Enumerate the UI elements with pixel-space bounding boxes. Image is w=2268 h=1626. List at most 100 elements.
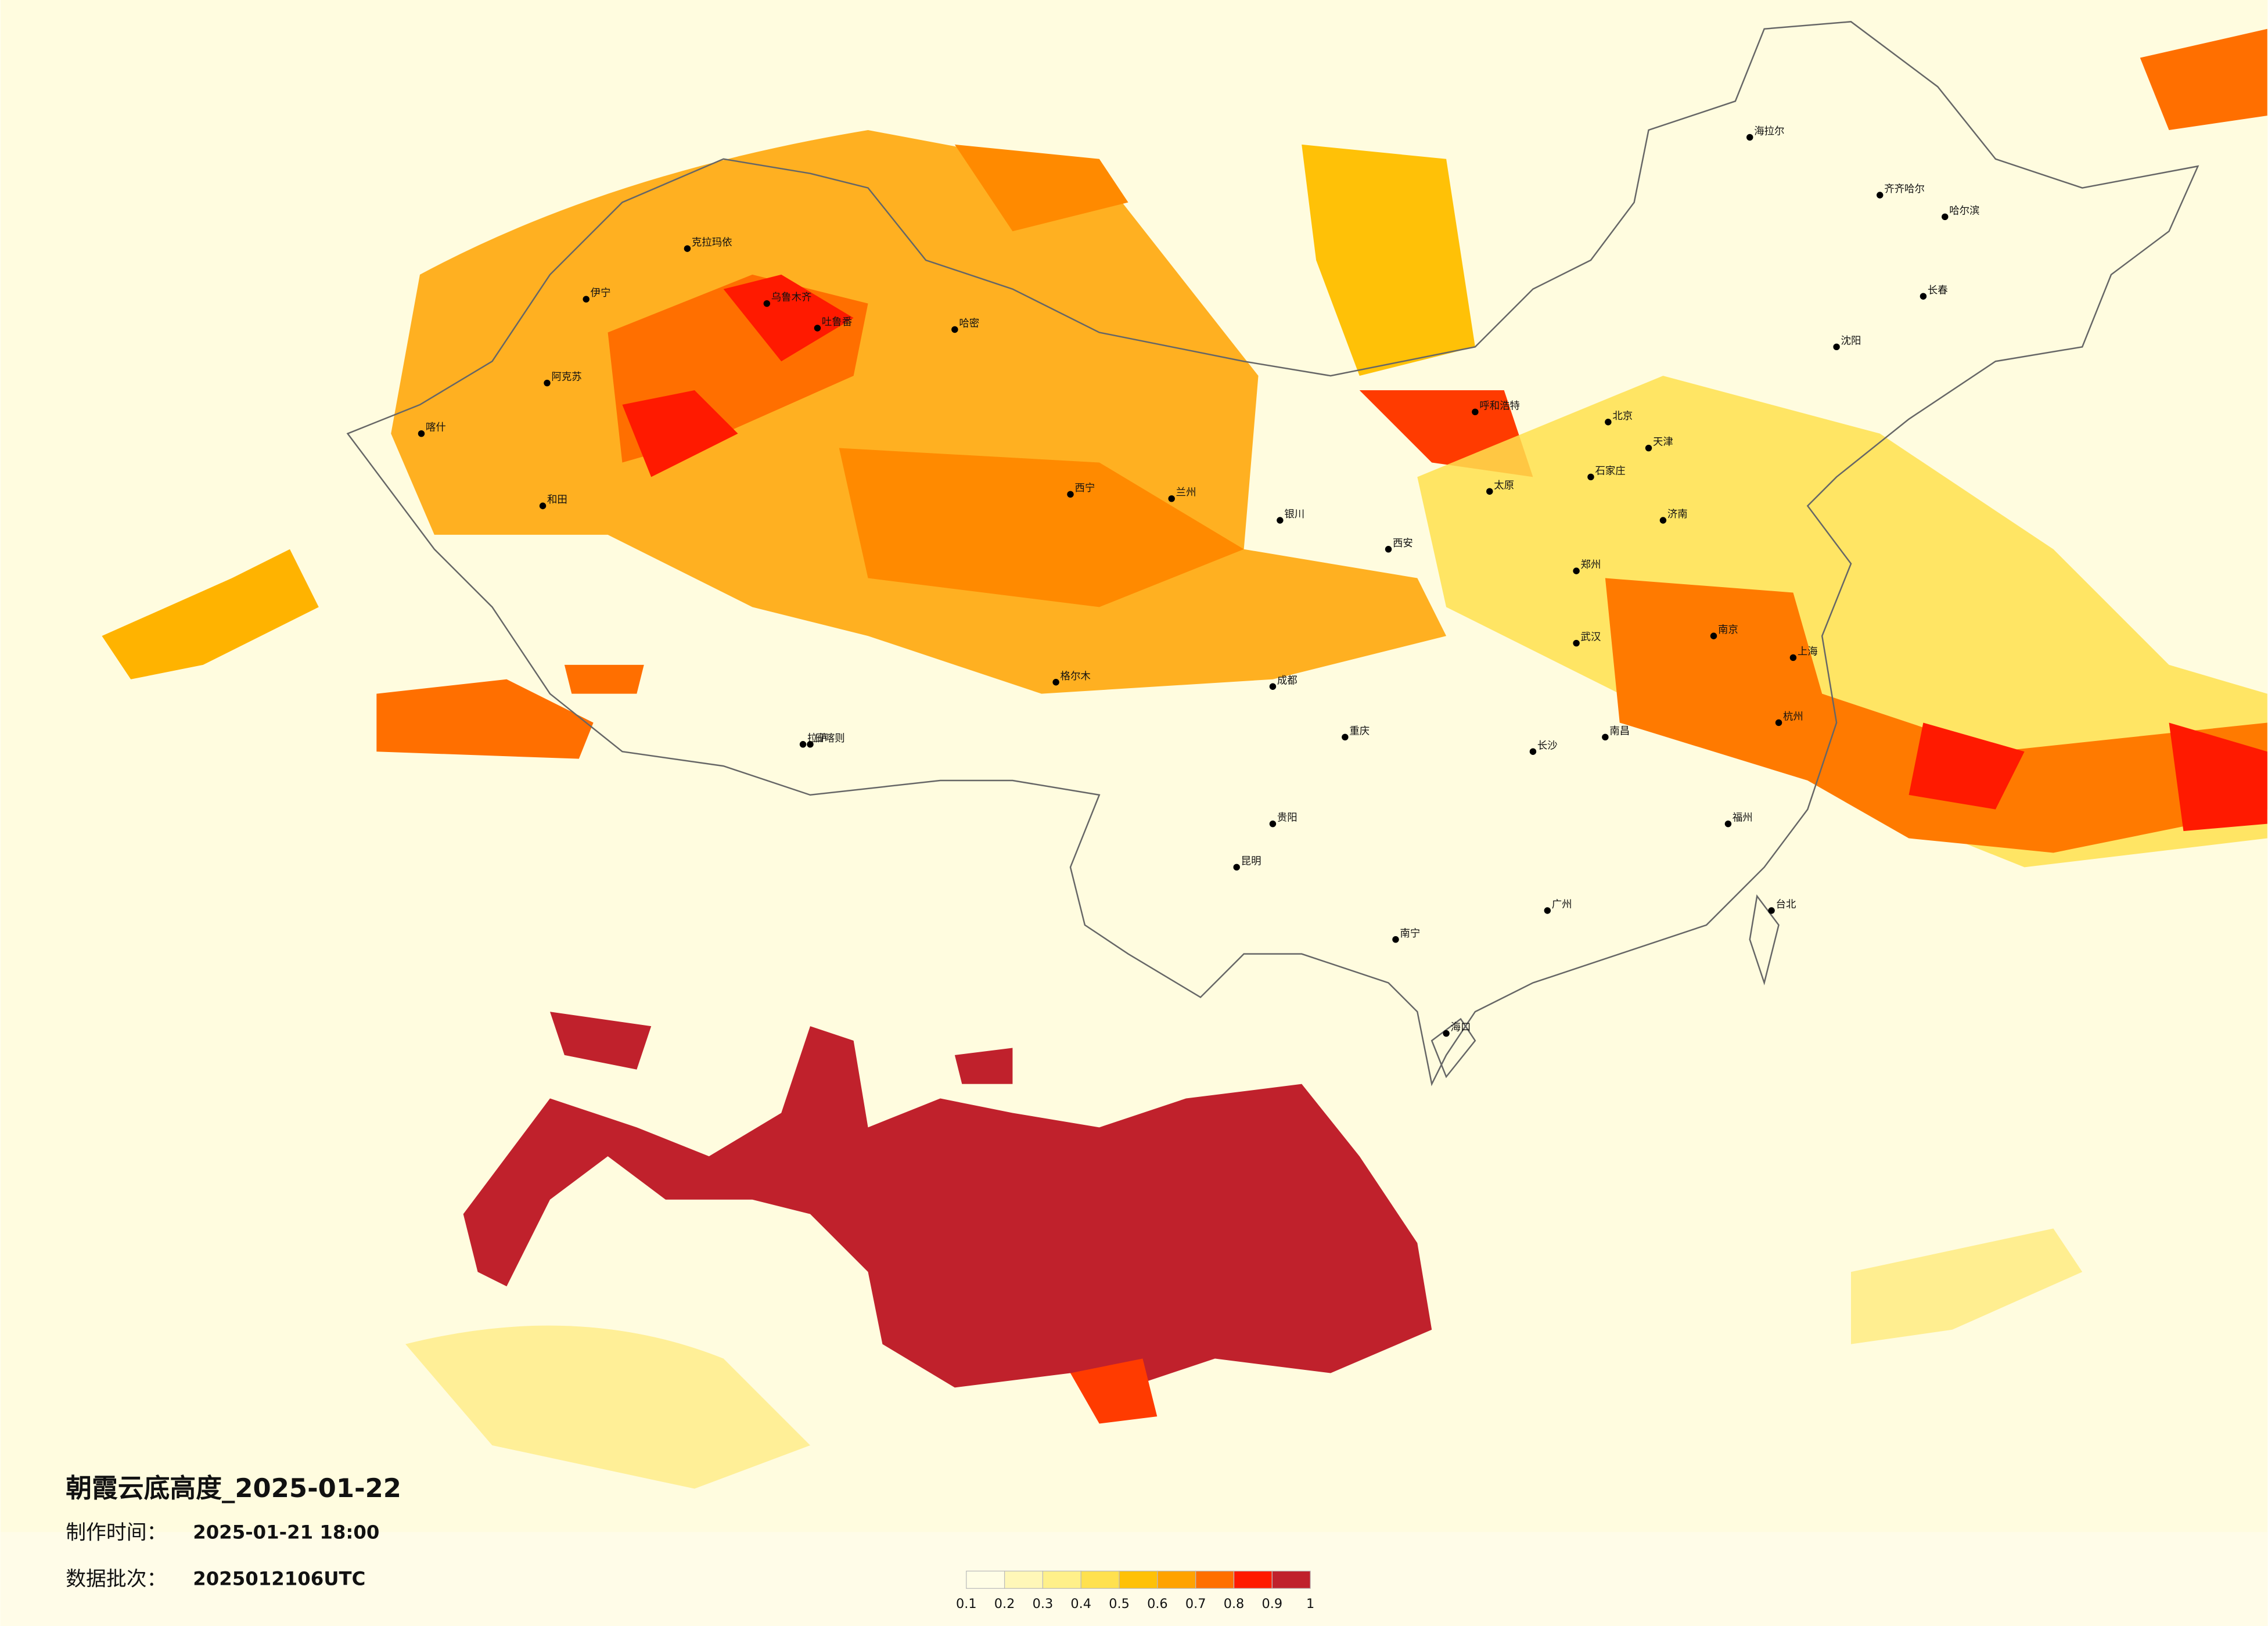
city-dot bbox=[814, 325, 821, 332]
city-label: 贵阳 bbox=[1277, 812, 1297, 824]
city-dot bbox=[1392, 936, 1399, 943]
colorbar-box bbox=[1157, 1570, 1196, 1589]
city-label: 阿克苏 bbox=[551, 372, 581, 383]
city-label: 齐齐哈尔 bbox=[1884, 184, 1925, 195]
city-dot bbox=[1486, 488, 1493, 495]
city-label: 太原 bbox=[1494, 480, 1514, 491]
city-dot bbox=[1067, 491, 1074, 498]
batch-label: 数据批次： bbox=[66, 1567, 167, 1591]
city-dot bbox=[1789, 654, 1797, 661]
city-dot bbox=[1920, 293, 1927, 300]
city-dot bbox=[1544, 907, 1551, 914]
city-label: 南京 bbox=[1718, 624, 1738, 636]
city-label: 呼和浩特 bbox=[1479, 400, 1520, 412]
city-dot bbox=[1724, 820, 1732, 828]
batch: 2025012106UTC bbox=[193, 1567, 365, 1589]
city-dot bbox=[1573, 567, 1580, 574]
made-time: 2025-01-21 18:00 bbox=[193, 1521, 379, 1544]
borders bbox=[346, 21, 2199, 1087]
city-dot bbox=[1443, 1030, 1450, 1037]
colorbar-tick-label: 0.9 bbox=[1262, 1596, 1283, 1611]
city-dot bbox=[1233, 864, 1240, 871]
city-dot bbox=[544, 379, 551, 387]
city-dot bbox=[1746, 134, 1753, 141]
city-label: 哈尔滨 bbox=[1949, 205, 1979, 217]
colorbar-tick-label: 0.6 bbox=[1147, 1596, 1168, 1611]
made-label: 制作时间： bbox=[66, 1521, 167, 1545]
city-label: 上海 bbox=[1798, 646, 1818, 657]
city-dot bbox=[1277, 517, 1284, 524]
title: 朝霞云底高度_2025-01-22 bbox=[66, 1473, 401, 1503]
city-label: 广州 bbox=[1552, 899, 1572, 911]
city-label: 福州 bbox=[1733, 812, 1753, 824]
city-dot bbox=[1529, 748, 1537, 755]
city-dot bbox=[1645, 444, 1652, 452]
city-label: 乌鲁木齐 bbox=[771, 292, 812, 304]
city-dot bbox=[1587, 473, 1594, 481]
city-label: 沈阳 bbox=[1841, 335, 1861, 347]
city-dot bbox=[1573, 639, 1580, 647]
city-dot bbox=[1168, 495, 1175, 502]
city-dot bbox=[1472, 408, 1479, 416]
city-label: 西宁 bbox=[1074, 483, 1095, 494]
colorbar-box bbox=[1004, 1570, 1044, 1589]
city-dot bbox=[1342, 733, 1349, 741]
city-label: 格尔木 bbox=[1061, 671, 1091, 682]
city-label: 日喀则 bbox=[814, 733, 844, 744]
colorbar-tick-label: 0.7 bbox=[1185, 1596, 1206, 1611]
city-label: 哈密 bbox=[959, 318, 979, 330]
city-dot bbox=[1602, 733, 1609, 741]
city-dot bbox=[1052, 679, 1059, 686]
city-dot bbox=[1710, 632, 1717, 639]
city-label: 成都 bbox=[1277, 675, 1297, 686]
city-dot bbox=[799, 741, 807, 748]
header: 朝霞云底高度_2025-01-22 制作时间： 2025-01-21 18:00… bbox=[66, 1473, 401, 1591]
city-dot bbox=[807, 741, 814, 748]
city-dot bbox=[1269, 683, 1277, 690]
city-dot bbox=[1877, 192, 1884, 199]
city-label: 武汉 bbox=[1581, 632, 1601, 643]
colorbar-box bbox=[1119, 1570, 1158, 1589]
city-label: 海拉尔 bbox=[1754, 125, 1784, 137]
city-dot bbox=[1269, 820, 1277, 828]
city-label: 伊宁 bbox=[591, 287, 611, 299]
city-label: 昆明 bbox=[1241, 855, 1261, 867]
city-dot bbox=[1385, 546, 1392, 553]
city-label: 长沙 bbox=[1537, 740, 1558, 751]
colorbar-tick-label: 0.8 bbox=[1224, 1596, 1245, 1611]
city-dot bbox=[1605, 419, 1612, 426]
colorbar-box bbox=[1233, 1570, 1273, 1589]
city-label: 重庆 bbox=[1349, 725, 1370, 737]
city-label: 杭州 bbox=[1783, 711, 1803, 722]
city-dot bbox=[1942, 213, 1949, 221]
city-dot bbox=[539, 502, 547, 509]
colorbar-tick-label: 0.5 bbox=[1109, 1596, 1130, 1611]
cloud-field bbox=[1, 0, 2267, 1533]
city-label: 北京 bbox=[1612, 411, 1633, 422]
city-label: 拉萨 bbox=[807, 733, 828, 744]
city-label: 喀什 bbox=[426, 422, 446, 434]
city-label: 克拉玛依 bbox=[692, 237, 732, 249]
colorbar-box bbox=[966, 1570, 1005, 1589]
colorbar-box bbox=[1195, 1570, 1235, 1589]
city-dot bbox=[1833, 343, 1840, 351]
city-dot bbox=[1768, 907, 1775, 914]
city-label: 吐鲁番 bbox=[822, 316, 852, 328]
city-label: 西安 bbox=[1393, 538, 1413, 549]
city-label: 台北 bbox=[1776, 899, 1796, 911]
city-label: 银川 bbox=[1284, 509, 1304, 520]
colorbar-tick-label: 1 bbox=[1306, 1596, 1314, 1611]
colorbar-box bbox=[1271, 1570, 1311, 1589]
colorbar-tick-label: 0.1 bbox=[956, 1596, 977, 1611]
city-dot bbox=[418, 430, 425, 437]
city-dot bbox=[684, 245, 691, 252]
city-dot bbox=[583, 296, 590, 303]
colorbar-tick-label: 0.4 bbox=[1070, 1596, 1091, 1611]
city-label: 海口 bbox=[1451, 1022, 1471, 1034]
city-dot bbox=[763, 300, 771, 307]
city-label: 兰州 bbox=[1176, 487, 1196, 499]
city-label: 郑州 bbox=[1581, 559, 1601, 571]
colorbar-box bbox=[1042, 1570, 1081, 1589]
